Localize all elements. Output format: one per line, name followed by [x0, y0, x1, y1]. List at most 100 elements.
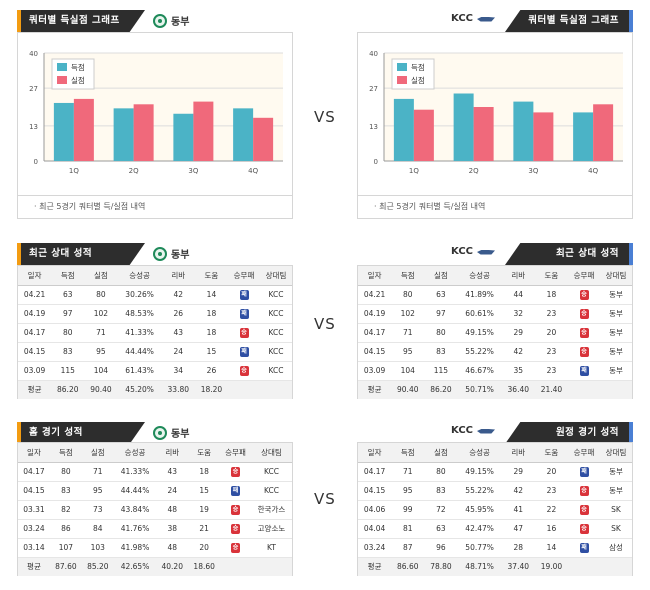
column-header: 실점: [424, 443, 458, 463]
home-title: 홈 경기 성적: [17, 422, 145, 444]
table-cell: 49.15%: [457, 462, 502, 482]
table-cell: 41.76%: [113, 519, 157, 539]
table-cell: 동부: [600, 285, 632, 305]
table-cell: 04.17: [18, 323, 52, 343]
table-cell: 18: [188, 462, 221, 482]
kcc-logo-icon: [477, 14, 495, 24]
table-cell: 32: [501, 304, 535, 324]
table-row: 04.17 71 80 49.15% 29 20 패 동부: [358, 462, 632, 482]
result-cell: 승: [568, 342, 600, 362]
table-cell: 103: [81, 538, 114, 558]
column-header: 승성공: [117, 266, 162, 286]
table-cell: 21: [188, 519, 221, 539]
left-team-label-2: 동부: [153, 246, 189, 261]
table-cell: 115: [424, 361, 458, 381]
average-row: 평균 86.20 90.40 45.20% 33.80 18.20: [18, 380, 292, 399]
legend-label: 득점: [411, 62, 425, 72]
table-cell: 83: [424, 481, 458, 501]
table-cell: 80: [84, 285, 118, 305]
win-badge: 승: [579, 309, 589, 319]
win-badge: 승: [231, 543, 240, 553]
bar-conceded: [73, 98, 94, 161]
table-cell: 30.26%: [117, 285, 162, 305]
left-recent-table-panel: 일자 득점 실점 승성공 리바 도움 승무패 상대팀 04.21 63 80 30.26% 42 14 패 K…: [17, 265, 293, 399]
average-cell: 86.20: [424, 380, 458, 399]
dongbu-logo-icon: [153, 425, 167, 440]
column-header: 상대팀: [600, 443, 632, 463]
y-tick-label: 0: [34, 158, 38, 166]
table-cell: 48.53%: [117, 304, 162, 324]
average-cell: 42.65%: [113, 557, 157, 576]
result-cell: 패: [228, 304, 260, 324]
win-badge: 승: [579, 524, 589, 534]
table-cell: 20: [534, 323, 569, 343]
table-cell: 44.44%: [113, 481, 157, 501]
x-tick-label: 4Q: [248, 167, 258, 175]
column-header: 실점: [81, 443, 114, 463]
dongbu-logo-icon: [153, 246, 167, 261]
table-cell: 41.89%: [457, 285, 502, 305]
vs-label-1: VS: [314, 108, 336, 126]
bar-scored: [233, 108, 254, 161]
table-cell: 동부: [600, 361, 632, 381]
average-cell: 86.20: [51, 380, 85, 399]
y-tick-label: 13: [29, 123, 38, 131]
table-cell: 84: [81, 519, 114, 539]
bar-scored: [513, 101, 534, 161]
table-cell: 동부: [600, 342, 632, 362]
legend-label: 득점: [71, 62, 85, 72]
average-cell: 90.40: [391, 380, 425, 399]
column-header: 실점: [424, 266, 458, 286]
average-cell: [250, 557, 292, 576]
column-header: 승무패: [220, 443, 251, 463]
lose-badge: 패: [579, 467, 589, 477]
bar-conceded: [133, 104, 154, 161]
average-cell: 87.60: [49, 557, 82, 576]
table-cell: KT: [250, 538, 292, 558]
win-badge: 승: [239, 366, 249, 376]
table-cell: 04.15: [358, 342, 392, 362]
table-cell: 49.15%: [457, 323, 502, 343]
right-recent-header: KCC 최근 상대 성적: [358, 243, 633, 265]
column-header: 일자: [18, 266, 52, 286]
table-cell: 42: [161, 285, 195, 305]
table-row: 03.14 107 103 41.98% 48 20 승 KT: [18, 538, 292, 558]
table-cell: KCC: [250, 481, 292, 501]
average-cell: 평균: [358, 380, 392, 399]
table-cell: 43: [161, 323, 195, 343]
average-cell: 45.20%: [117, 380, 162, 399]
table-cell: KCC: [260, 323, 292, 343]
left-team-label-3: 동부: [153, 425, 189, 440]
table-row: 04.06 99 72 45.95% 41 22 승 SK: [358, 500, 632, 520]
bar-scored: [453, 93, 474, 161]
column-header: 득점: [391, 266, 425, 286]
table-cell: 72: [424, 500, 458, 520]
table-cell: 19: [188, 500, 221, 520]
column-header: 승성공: [457, 443, 502, 463]
column-header: 도움: [194, 266, 229, 286]
table-cell: 삼성: [600, 538, 632, 558]
table-cell: 20: [188, 538, 221, 558]
column-header: 리바: [501, 443, 535, 463]
table-cell: 14: [534, 538, 569, 558]
table-cell: 34: [161, 361, 195, 381]
left-team-name-2: 동부: [171, 250, 190, 261]
result-cell: 패: [568, 361, 600, 381]
average-cell: 평균: [18, 557, 50, 576]
left-team-name: 동부: [171, 17, 190, 28]
result-cell: 승: [220, 500, 251, 520]
table-cell: 04.21: [18, 285, 52, 305]
table-cell: SK: [600, 500, 632, 520]
bar-conceded: [253, 117, 274, 161]
left-recent-header: 최근 상대 성적 동부: [17, 243, 297, 265]
column-header: 일자: [358, 443, 392, 463]
table-cell: 23: [534, 304, 569, 324]
result-cell: 승: [568, 304, 600, 324]
win-badge: 승: [579, 328, 589, 338]
table-cell: 45.95%: [457, 500, 502, 520]
column-header: 승무패: [228, 266, 260, 286]
result-cell: 승: [228, 361, 260, 381]
table-cell: 44.44%: [117, 342, 162, 362]
table-cell: SK: [600, 519, 632, 539]
table-cell: 15: [188, 481, 221, 501]
